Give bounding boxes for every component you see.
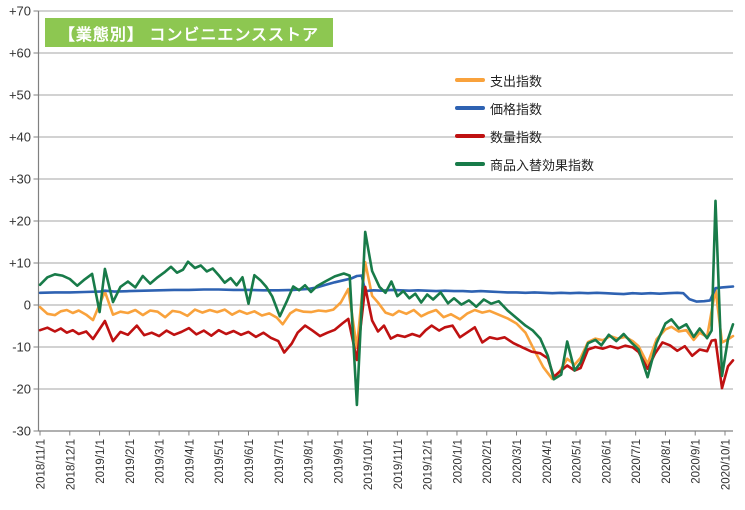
series-expenditure-line xyxy=(38,260,735,381)
y-tick-label: +60 xyxy=(9,46,31,61)
y-tick-label: +30 xyxy=(9,172,31,187)
x-tick-label: 2019/4/1 xyxy=(184,439,196,484)
legend-item-substitution: 商品入替効果指数 xyxy=(455,150,594,178)
x-tick-label: 2019/8/1 xyxy=(304,439,316,484)
legend-label: 価格指数 xyxy=(490,101,543,117)
y-tick-label: +10 xyxy=(9,256,31,271)
y-tick-label: +50 xyxy=(9,88,31,103)
legend-item-expenditure: 支出指数 xyxy=(455,66,594,94)
chart-title: 【業態別】 コンビニエンスストア xyxy=(58,26,320,44)
y-tick-label: 0 xyxy=(24,298,31,313)
x-tick-label: 2020/9/1 xyxy=(691,439,703,484)
y-tick-label: -10 xyxy=(12,340,31,355)
quantity-line-swatch xyxy=(455,134,485,138)
x-tick-label: 2019/12/1 xyxy=(423,439,435,490)
x-tick-label: 2020/6/1 xyxy=(601,439,613,484)
series-price-line xyxy=(38,274,735,303)
series-substitution-line xyxy=(38,199,735,407)
substitution-line-swatch xyxy=(455,162,485,166)
legend-label: 支出指数 xyxy=(490,73,543,89)
x-tick-label: 2019/2/1 xyxy=(125,439,137,484)
x-tick-label: 2020/5/1 xyxy=(572,439,584,484)
x-tick-label: 2020/3/1 xyxy=(512,439,524,484)
price-line-swatch xyxy=(455,106,485,110)
legend-label: 数量指数 xyxy=(490,129,543,145)
y-tick-label: +20 xyxy=(9,214,31,229)
expenditure-line-swatch xyxy=(455,78,485,82)
legend-label: 商品入替効果指数 xyxy=(490,157,595,173)
x-tick-label: 2020/4/1 xyxy=(542,439,554,484)
x-tick-label: 2020/2/1 xyxy=(482,439,494,484)
x-tick-label: 2019/3/1 xyxy=(155,439,167,484)
x-tick-label: 2019/5/1 xyxy=(214,439,226,484)
x-tick-label: 2019/7/1 xyxy=(274,439,286,484)
x-tick-label: 2019/6/1 xyxy=(244,439,256,484)
legend-item-quantity: 数量指数 xyxy=(455,122,594,150)
x-tick-label: 2020/1/1 xyxy=(452,439,464,484)
legend: 支出指数 価格指数 数量指数 商品入替効果指数 xyxy=(455,66,594,178)
y-tick-label: -20 xyxy=(12,382,31,397)
x-tick-label: 2019/1/1 xyxy=(95,439,107,484)
legend-item-price: 価格指数 xyxy=(455,94,594,122)
x-tick-label: 2020/10/1 xyxy=(721,439,733,490)
chart-title-badge: 【業態別】 コンビニエンスストア xyxy=(45,18,333,47)
x-tick-label: 2019/9/1 xyxy=(333,439,345,484)
x-tick-label: 2018/12/1 xyxy=(65,439,77,490)
x-tick-label: 2019/11/1 xyxy=(393,439,405,489)
x-tick-label: 2020/7/1 xyxy=(631,439,643,484)
y-tick-label: +70 xyxy=(9,4,31,19)
series-quantity-line xyxy=(38,285,735,390)
x-tick-label: 2020/8/1 xyxy=(661,439,673,484)
y-tick-label: +40 xyxy=(9,130,31,145)
x-tick-label: 2019/10/1 xyxy=(363,439,375,490)
x-tick-label: 2018/11/1 xyxy=(36,439,48,489)
y-tick-label: -30 xyxy=(12,424,31,439)
